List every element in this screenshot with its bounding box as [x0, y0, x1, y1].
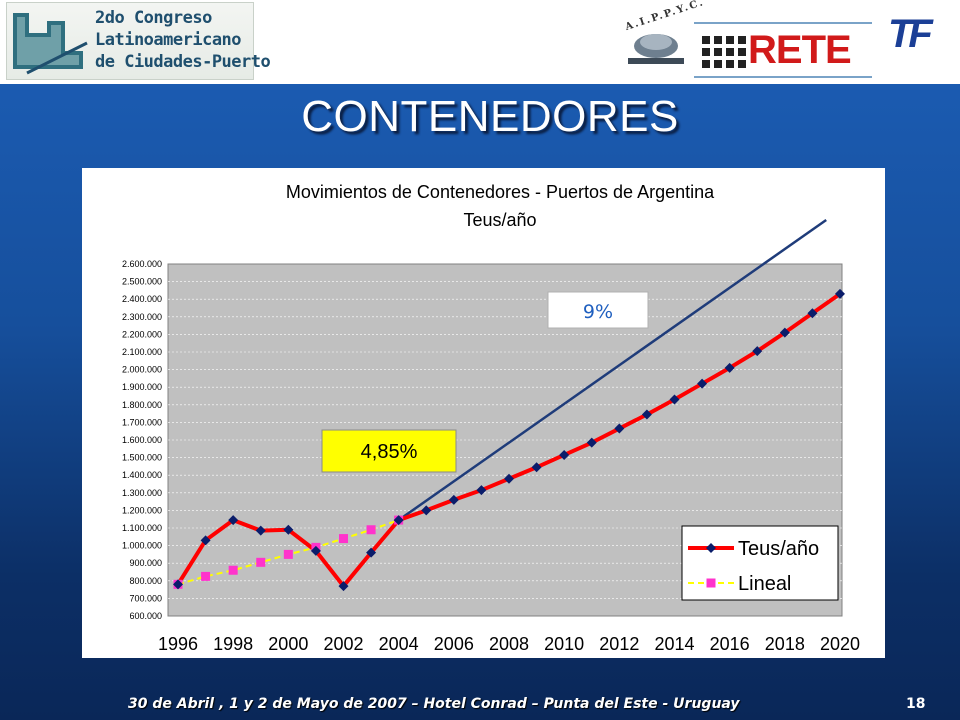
- teus-point: [807, 308, 818, 319]
- x-tick-label: 2012: [599, 634, 639, 654]
- rete-logo: RETE: [694, 22, 872, 78]
- x-tick-label: 2002: [323, 634, 363, 654]
- y-tick-label: 1.400.000: [122, 470, 162, 480]
- legend-label-teus: Teus/año: [738, 538, 819, 560]
- footer-bar: 30 de Abril , 1 y 2 de Mayo de 2007 – Ho…: [0, 688, 960, 720]
- teus-point: [697, 378, 708, 389]
- tf-label: TF: [888, 12, 933, 56]
- y-tick-label: 1.900.000: [122, 382, 162, 392]
- teus-point: [779, 327, 790, 338]
- header-bar: 2do Congreso Latinoamericano de Ciudades…: [0, 0, 960, 84]
- lineal-point: [366, 525, 376, 535]
- legend-label-lineal: Lineal: [738, 573, 791, 595]
- lineal-point: [283, 549, 293, 559]
- teus-point: [586, 437, 597, 448]
- y-tick-label: 2.000.000: [122, 365, 162, 375]
- y-tick-label: 2.500.000: [122, 277, 162, 287]
- teus-point: [200, 535, 211, 546]
- teus-point: [255, 525, 266, 536]
- teus-point: [338, 581, 349, 592]
- teus-point: [531, 462, 542, 473]
- aippyc-logo: A.I.P.P.Y.C.: [616, 0, 706, 78]
- chart-title: Movimientos de Contenedores - Puertos de…: [286, 182, 715, 202]
- x-tick-label: 2014: [654, 634, 694, 654]
- teus-point: [173, 579, 183, 590]
- teus-point: [614, 423, 625, 434]
- rete-label: RETE: [748, 28, 852, 72]
- lineal-point: [201, 571, 211, 581]
- container-chart: Movimientos de Contenedores - Puertos de…: [122, 182, 860, 654]
- teus-point: [448, 494, 459, 505]
- y-tick-label: 1.000.000: [122, 541, 162, 551]
- x-tick-label: 1998: [213, 634, 253, 654]
- teus-point: [752, 346, 763, 357]
- chart-panel: Movimientos de Contenedores - Puertos de…: [82, 168, 885, 658]
- port-city-icon: [13, 13, 88, 75]
- y-tick-label: 2.300.000: [122, 312, 162, 322]
- chart-subtitle: Teus/año: [463, 210, 536, 230]
- teus-point: [669, 394, 680, 405]
- footer-text: 30 de Abril , 1 y 2 de Mayo de 2007 – Ho…: [128, 696, 740, 712]
- teus-point: [283, 524, 294, 535]
- y-tick-label: 2.200.000: [122, 329, 162, 339]
- teus-point: [641, 409, 652, 420]
- congress-line-3: de Ciudades-Puerto: [95, 52, 271, 72]
- teus-point: [228, 515, 239, 526]
- y-tick-label: 800.000: [129, 576, 162, 586]
- teus-point: [476, 485, 487, 496]
- y-tick-label: 1.500.000: [122, 453, 162, 463]
- slide-number: 18: [906, 696, 926, 712]
- congress-logo: 2do Congreso Latinoamericano de Ciudades…: [6, 2, 271, 80]
- y-tick-label: 1.800.000: [122, 400, 162, 410]
- y-tick-label: 700.000: [129, 593, 162, 603]
- y-tick-label: 1.100.000: [122, 523, 162, 533]
- y-tick-label: 2.400.000: [122, 294, 162, 304]
- annotation-rate-historic: 4,85%: [361, 441, 418, 463]
- y-tick-label: 900.000: [129, 558, 162, 568]
- annotation-rate-projection: 9%: [583, 301, 613, 323]
- lineal-point: [228, 565, 238, 575]
- legend: Teus/año Lineal: [681, 525, 839, 601]
- y-tick-label: 1.600.000: [122, 435, 162, 445]
- x-tick-label: 2006: [434, 634, 474, 654]
- annotation-rate-historic-box: [321, 429, 457, 473]
- slide-title: CONTENEDORES: [301, 92, 679, 141]
- lineal-point: [339, 534, 348, 544]
- teus-point: [559, 449, 570, 460]
- y-tick-label: 1.700.000: [122, 417, 162, 427]
- rete-grid-icon: [702, 36, 746, 68]
- y-tick-label: 1.300.000: [122, 488, 162, 498]
- teus-point: [724, 362, 735, 373]
- growth-line: [397, 218, 827, 522]
- congress-line-1: 2do Congreso: [95, 8, 212, 28]
- legend-marker-teus: [706, 543, 716, 553]
- x-tick-label: 2008: [489, 634, 529, 654]
- y-tick-label: 600.000: [129, 611, 162, 621]
- annotation-rate-projection-box: [547, 291, 649, 329]
- teus-point: [835, 288, 845, 299]
- teus-point: [393, 515, 404, 526]
- legend-box: [681, 525, 839, 601]
- congress-line-2: Latinoamericano: [95, 30, 242, 50]
- teus-point: [310, 545, 321, 556]
- x-tick-label: 2010: [544, 634, 584, 654]
- teus-point: [421, 505, 432, 516]
- x-tick-label: 2016: [710, 634, 750, 654]
- aippyc-emblem-icon: [628, 34, 684, 64]
- x-tick-label: 2018: [765, 634, 805, 654]
- teus-point: [366, 547, 377, 558]
- y-tick-label: 1.200.000: [122, 505, 162, 515]
- x-tick-label: 1996: [158, 634, 198, 654]
- x-tick-label: 2004: [379, 634, 419, 654]
- lineal-point: [256, 557, 266, 567]
- y-tick-label: 2.600.000: [122, 259, 162, 269]
- legend-marker-lineal: [706, 578, 716, 588]
- teus-point: [504, 473, 514, 484]
- x-tick-label: 2000: [268, 634, 308, 654]
- tf-logo: TF: [876, 10, 956, 66]
- congress-title: 2do Congreso Latinoamericano de Ciudades…: [95, 7, 271, 73]
- y-tick-label: 2.100.000: [122, 347, 162, 357]
- x-tick-label: 2020: [820, 634, 860, 654]
